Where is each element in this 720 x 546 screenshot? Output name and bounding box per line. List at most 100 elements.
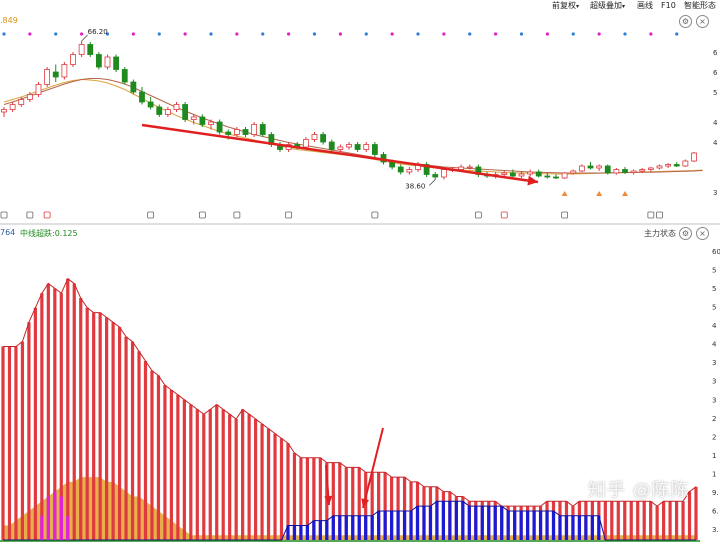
indicator-axis-label: 3 bbox=[712, 396, 716, 404]
orange-area bbox=[3, 477, 696, 540]
red-envelope-line bbox=[3, 277, 697, 507]
red-bar bbox=[279, 438, 284, 540]
event-marker-icon bbox=[43, 211, 51, 219]
blue-bar bbox=[467, 506, 471, 540]
red-bar bbox=[1, 346, 5, 540]
adjust-price-dropdown[interactable]: 前复权▾ bbox=[552, 0, 579, 12]
draw-line-button[interactable]: 画线 bbox=[637, 1, 653, 10]
super-overlay-dropdown[interactable]: 超级叠加▾ bbox=[590, 0, 625, 12]
blue-bar bbox=[292, 525, 297, 540]
red-bar bbox=[46, 283, 50, 540]
blue-bar bbox=[584, 515, 588, 540]
red-bar bbox=[623, 501, 627, 540]
settings-icon[interactable]: ⚙ bbox=[679, 15, 692, 28]
candle-body bbox=[596, 165, 603, 169]
signal-triangle-icon bbox=[561, 191, 568, 196]
candle-body bbox=[432, 174, 439, 178]
red-bar bbox=[253, 419, 258, 540]
indicator-axis-label: 4 bbox=[712, 322, 717, 330]
signal-dot bbox=[80, 32, 84, 36]
indicator-label: 中线超跌:0.125 bbox=[20, 229, 78, 238]
candle-body bbox=[1, 109, 7, 113]
signal-dot bbox=[28, 32, 32, 36]
candle-body bbox=[302, 139, 309, 148]
volume-left-value: 764 bbox=[0, 228, 16, 237]
red-bar bbox=[130, 341, 135, 540]
red-bar bbox=[338, 462, 342, 540]
candle-body bbox=[354, 144, 361, 150]
close-icon[interactable]: × bbox=[696, 227, 709, 240]
blue-bar bbox=[597, 515, 601, 540]
candle-body bbox=[130, 81, 137, 93]
price-chart: 66.20 38.60 6 6 5 4 4 3 bbox=[0, 28, 718, 219]
red-bar bbox=[195, 409, 199, 540]
red-bar bbox=[629, 501, 633, 540]
red-bar bbox=[357, 467, 361, 540]
blue-bar bbox=[383, 510, 387, 540]
blue-bar bbox=[493, 506, 497, 540]
indicator-axis-label: 5 bbox=[712, 267, 716, 275]
red-bar bbox=[228, 414, 232, 540]
price-axis-label: 3 bbox=[713, 189, 717, 197]
candle-body bbox=[61, 64, 68, 78]
signal-dot bbox=[131, 32, 135, 36]
red-bar bbox=[163, 385, 167, 540]
price-axis-label: 6 bbox=[713, 49, 718, 57]
signal-dot bbox=[183, 32, 187, 36]
signal-triangle-icon bbox=[622, 191, 628, 196]
blue-bar bbox=[454, 501, 458, 540]
candle-body bbox=[544, 175, 551, 178]
candle-body bbox=[26, 94, 33, 100]
candle-body bbox=[173, 104, 180, 110]
candle-body bbox=[371, 144, 378, 155]
blue-bar bbox=[377, 510, 381, 540]
candle-body bbox=[320, 134, 327, 143]
blue-bar bbox=[564, 515, 569, 540]
signal-dot bbox=[442, 32, 446, 36]
red-bar bbox=[215, 404, 219, 540]
red-bar bbox=[117, 327, 122, 540]
candle-body bbox=[225, 131, 232, 135]
annotation-arrow bbox=[362, 427, 384, 509]
red-bar bbox=[668, 501, 672, 540]
f10-button[interactable]: F10 bbox=[661, 1, 676, 10]
chevron-down-icon: ▾ bbox=[576, 3, 580, 10]
candle-body bbox=[535, 171, 542, 177]
red-bar bbox=[105, 317, 109, 540]
price-axis-label: 5 bbox=[713, 89, 717, 97]
indicator-axis-label: 3 bbox=[712, 359, 716, 367]
candle-body bbox=[613, 169, 620, 174]
price-indicator-value: .849 bbox=[0, 16, 18, 25]
red-bar bbox=[662, 501, 666, 540]
ma-line-gold bbox=[3, 78, 703, 175]
close-icon[interactable]: × bbox=[696, 15, 709, 28]
blue-envelope-line bbox=[3, 500, 696, 541]
signal-dot bbox=[54, 32, 58, 36]
candle-body bbox=[682, 160, 689, 167]
candle-body bbox=[665, 164, 672, 167]
red-bar bbox=[111, 322, 115, 540]
candle-body bbox=[363, 144, 370, 150]
magenta-bar bbox=[46, 496, 50, 540]
blue-bar bbox=[344, 515, 348, 540]
red-bar bbox=[312, 457, 316, 540]
event-marker-icon bbox=[371, 211, 379, 219]
candle-body bbox=[199, 116, 206, 125]
candle-body bbox=[216, 121, 223, 133]
red-bar bbox=[364, 472, 368, 540]
low-price-label: 38.60 bbox=[405, 183, 425, 191]
signal-dot bbox=[519, 32, 524, 36]
main-force-status-label: 主力状态 bbox=[644, 229, 676, 238]
candle-body bbox=[561, 172, 568, 179]
ma-line-brown bbox=[3, 78, 703, 174]
settings-icon[interactable]: ⚙ bbox=[679, 227, 692, 240]
red-bar bbox=[85, 307, 89, 540]
red-bar bbox=[370, 472, 374, 540]
signal-dot bbox=[468, 32, 472, 36]
candle-body bbox=[553, 176, 559, 179]
candle-body bbox=[52, 71, 59, 78]
candle-body bbox=[156, 106, 163, 115]
smart-pattern-button[interactable]: 智能形态 bbox=[684, 1, 716, 10]
red-bar bbox=[221, 409, 225, 540]
red-bar bbox=[305, 457, 310, 540]
